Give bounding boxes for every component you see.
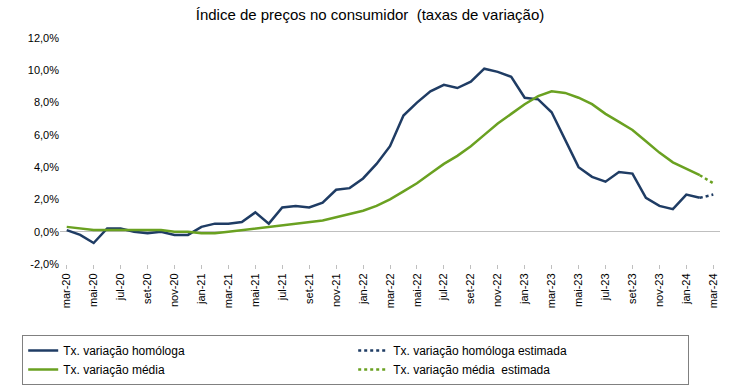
svg-text:mai-22: mai-22 <box>411 273 423 307</box>
svg-text:jan-23: jan-23 <box>518 273 530 305</box>
svg-text:6,0%: 6,0% <box>34 129 59 141</box>
svg-text:mai-23: mai-23 <box>572 273 584 307</box>
svg-text:nov-20: nov-20 <box>168 273 180 307</box>
svg-text:jul-21: jul-21 <box>276 273 288 301</box>
svg-text:mar-23: mar-23 <box>545 273 557 308</box>
svg-text:jul-20: jul-20 <box>114 273 126 301</box>
svg-text:2,0%: 2,0% <box>34 193 59 205</box>
svg-text:0,0%: 0,0% <box>34 226 59 238</box>
svg-text:jan-22: jan-22 <box>357 273 369 305</box>
svg-text:set-20: set-20 <box>141 273 153 304</box>
svg-text:mar-20: mar-20 <box>60 273 72 308</box>
svg-text:Tx. variação média: Tx. variação média <box>63 363 165 377</box>
svg-text:jan-24: jan-24 <box>680 273 692 305</box>
svg-text:set-22: set-22 <box>464 273 476 304</box>
svg-text:Tx. variação média estimada: Tx. variação média estimada <box>393 363 550 377</box>
svg-text:mar-24: mar-24 <box>707 273 719 308</box>
svg-text:mai-21: mai-21 <box>249 273 261 307</box>
svg-text:nov-23: nov-23 <box>653 273 665 307</box>
svg-text:set-23: set-23 <box>626 273 638 304</box>
svg-text:mar-21: mar-21 <box>222 273 234 308</box>
svg-text:12,0%: 12,0% <box>28 32 59 44</box>
svg-text:jul-22: jul-22 <box>437 273 449 301</box>
svg-text:set-21: set-21 <box>303 273 315 304</box>
svg-text:Índice de preços no consumidor: Índice de preços no consumidor (taxas de… <box>196 6 545 23</box>
svg-text:8,0%: 8,0% <box>34 96 59 108</box>
svg-text:jan-21: jan-21 <box>195 273 207 305</box>
svg-text:mar-22: mar-22 <box>384 273 396 308</box>
svg-text:nov-22: nov-22 <box>491 273 503 307</box>
svg-text:Tx. variação homóloga: Tx. variação homóloga <box>63 344 185 358</box>
svg-text:mai-20: mai-20 <box>87 273 99 307</box>
svg-text:4,0%: 4,0% <box>34 161 59 173</box>
svg-text:-2,0%: -2,0% <box>30 258 59 270</box>
svg-text:nov-21: nov-21 <box>330 273 342 307</box>
svg-text:Tx. variação homóloga estimada: Tx. variação homóloga estimada <box>393 344 567 358</box>
svg-text:jul-23: jul-23 <box>599 273 611 301</box>
svg-text:10,0%: 10,0% <box>28 64 59 76</box>
